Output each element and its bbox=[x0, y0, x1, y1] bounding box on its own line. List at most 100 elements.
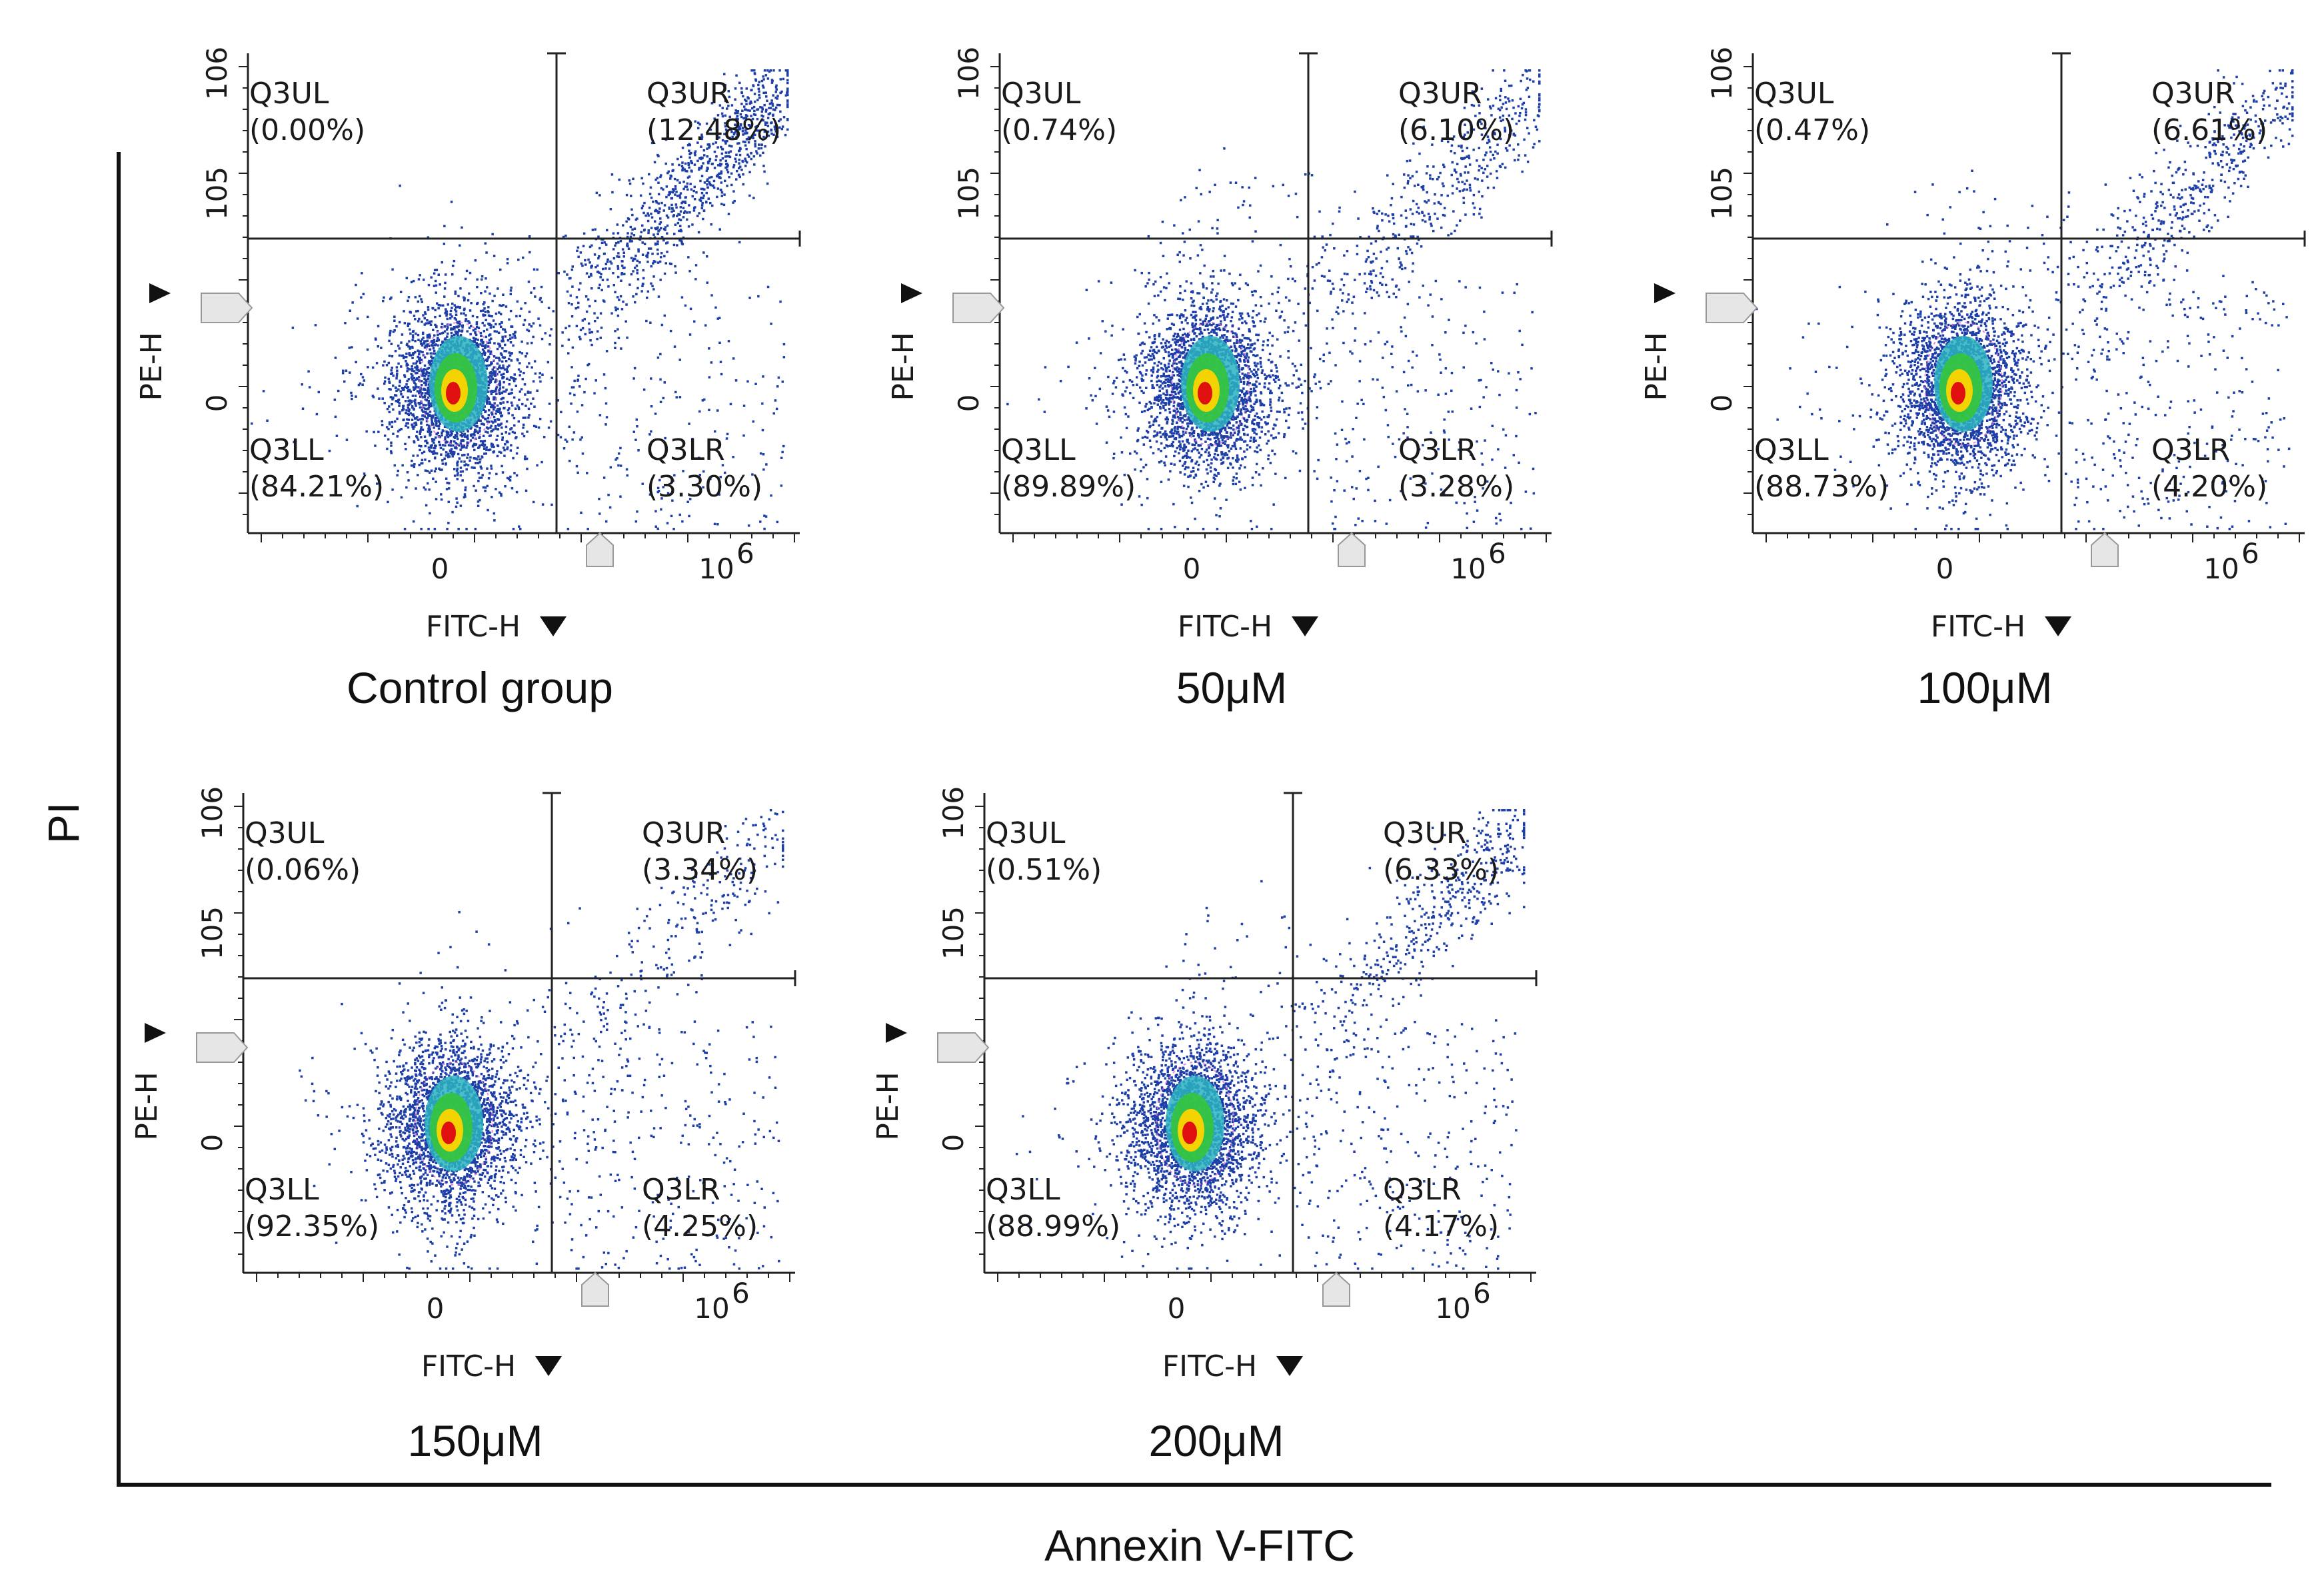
event-dot bbox=[650, 282, 652, 285]
event-dot bbox=[741, 109, 744, 112]
x-gate-handle-icon bbox=[586, 532, 614, 567]
event-dot bbox=[492, 325, 495, 329]
event-dot bbox=[403, 310, 405, 313]
event-dot bbox=[408, 352, 411, 355]
event-dot bbox=[437, 337, 439, 340]
event-dot bbox=[784, 94, 788, 97]
event-dot bbox=[535, 425, 538, 428]
event-dot bbox=[413, 380, 415, 383]
event-dot bbox=[405, 343, 409, 347]
event-dot bbox=[746, 153, 749, 156]
event-dot bbox=[485, 400, 489, 404]
event-dot bbox=[494, 390, 497, 393]
event-dot bbox=[1262, 416, 1266, 418]
event-dot bbox=[678, 218, 680, 221]
event-dot bbox=[551, 377, 553, 379]
event-dot bbox=[571, 386, 574, 389]
event-dot bbox=[363, 379, 366, 382]
event-dot bbox=[1230, 316, 1234, 319]
event-dot bbox=[423, 395, 426, 398]
event-dot bbox=[349, 371, 351, 374]
event-dot bbox=[734, 137, 738, 140]
event-dot bbox=[457, 472, 459, 474]
event-dot bbox=[425, 398, 428, 402]
event-dot bbox=[447, 456, 450, 458]
event-dot bbox=[576, 410, 579, 413]
event-dot bbox=[720, 191, 724, 194]
event-dot bbox=[1143, 343, 1146, 346]
event-dot bbox=[681, 201, 684, 203]
event-dot bbox=[444, 444, 447, 447]
event-dot bbox=[511, 487, 514, 490]
event-dot bbox=[469, 333, 472, 336]
event-dot bbox=[1164, 379, 1167, 381]
event-dot bbox=[616, 307, 619, 311]
event-dot bbox=[524, 455, 527, 458]
event-dot bbox=[647, 229, 650, 232]
event-dot bbox=[485, 452, 487, 455]
event-dot bbox=[1292, 329, 1295, 333]
event-dot bbox=[427, 283, 431, 287]
event-dot bbox=[501, 397, 504, 400]
event-dot bbox=[782, 343, 786, 346]
event-dot bbox=[388, 388, 391, 391]
event-dot bbox=[744, 157, 746, 160]
event-dot bbox=[1295, 387, 1298, 389]
event-dot bbox=[479, 444, 481, 447]
event-dot bbox=[593, 312, 596, 315]
event-dot bbox=[456, 501, 459, 504]
event-dot bbox=[491, 391, 495, 393]
event-dot bbox=[588, 275, 590, 279]
event-dot bbox=[447, 522, 450, 524]
event-dot bbox=[1247, 356, 1250, 359]
event-dot bbox=[503, 329, 507, 331]
event-dot bbox=[716, 195, 718, 199]
event-dot bbox=[484, 314, 487, 317]
event-dot bbox=[630, 195, 632, 197]
event-dot bbox=[1188, 431, 1191, 434]
event-dot bbox=[697, 231, 700, 234]
event-dot bbox=[411, 357, 414, 359]
event-dot bbox=[497, 410, 500, 413]
event-dot bbox=[648, 193, 652, 195]
event-dot bbox=[444, 436, 447, 438]
event-dot bbox=[706, 143, 709, 146]
event-dot bbox=[1159, 411, 1162, 414]
event-dot bbox=[1156, 376, 1158, 379]
event-dot bbox=[461, 226, 463, 229]
event-dot bbox=[669, 177, 672, 180]
event-dot bbox=[1261, 410, 1264, 413]
event-dot bbox=[415, 423, 418, 426]
event-dot bbox=[1168, 369, 1171, 373]
event-dot bbox=[412, 386, 415, 389]
event-dot bbox=[588, 261, 591, 264]
event-dot bbox=[1159, 384, 1162, 387]
event-dot bbox=[413, 315, 416, 317]
event-dot bbox=[1215, 298, 1218, 301]
event-dot bbox=[524, 393, 527, 396]
event-dot bbox=[532, 335, 535, 339]
event-dot bbox=[1142, 391, 1145, 395]
event-dot bbox=[307, 370, 310, 373]
event-dot bbox=[406, 370, 409, 373]
event-dot bbox=[431, 345, 434, 347]
event-dot bbox=[515, 315, 518, 318]
event-dot bbox=[719, 189, 722, 191]
event-dot bbox=[641, 241, 644, 244]
event-dot bbox=[351, 397, 353, 400]
event-dot bbox=[561, 345, 564, 347]
y-tick-label: 0 bbox=[201, 395, 233, 412]
event-dot bbox=[657, 202, 660, 205]
event-dot bbox=[533, 424, 536, 428]
event-dot bbox=[720, 145, 722, 149]
event-dot bbox=[762, 135, 765, 139]
event-dot bbox=[503, 454, 506, 457]
event-dot bbox=[453, 333, 456, 337]
event-dot bbox=[407, 296, 411, 299]
event-dot bbox=[1246, 383, 1249, 386]
event-dot bbox=[743, 105, 746, 108]
event-dot bbox=[609, 260, 612, 263]
event-dot bbox=[526, 398, 529, 401]
event-dot bbox=[678, 213, 681, 216]
event-dot bbox=[779, 110, 782, 113]
